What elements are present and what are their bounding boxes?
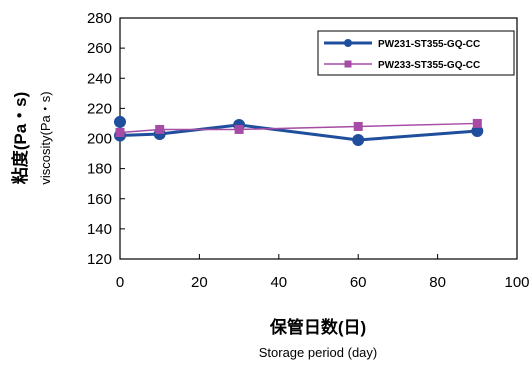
series [114,115,484,147]
legend-label: PW233-ST355-GQ-CC [378,60,480,71]
y-tick-label: 160 [87,191,112,208]
data-point [115,127,125,137]
x-tick-label: 0 [116,274,124,291]
x-tick-label: 80 [429,274,446,291]
data-point [114,115,126,128]
x-tick-label: 20 [191,274,208,291]
data-point [472,118,482,128]
y-axis-label: 粘度(Pa・s) [10,92,30,185]
data-point [155,124,165,134]
y-tick-label: 140 [87,221,112,238]
series-2 [115,118,482,137]
y-tick-label: 280 [87,10,112,27]
legend-marker [344,39,352,47]
y-tick-label: 220 [87,100,112,117]
x-axis-sublabel: Storage period (day) [259,345,378,360]
data-point [352,134,365,147]
y-tick-label: 240 [87,70,112,87]
x-tick-label: 40 [270,274,287,291]
data-point [234,124,244,134]
series-line [119,123,478,142]
legend: PW231-ST355-GQ-CC PW233-ST355-GQ-CC [317,30,515,76]
y-tick-label: 200 [87,131,112,148]
legend-marker [344,60,352,68]
data-point [353,121,363,131]
legend-box [317,30,515,76]
data-point [471,124,484,137]
legend-label: PW231-ST355-GQ-CC [378,39,480,50]
series-1 [114,115,484,147]
y-tick-label: 260 [87,40,112,57]
tick-labels: 120 140 160 180 200 220 240 260 280 0 20 40 60 80 100 [87,10,530,291]
y-axis-sublabel: viscosity(Pa・s) [38,91,53,184]
y-tick-label: 120 [87,251,112,268]
x-tick-label: 100 [504,274,529,291]
x-tick-label: 60 [350,274,367,291]
x-axis-label: 保管日数(日) [269,317,366,337]
y-tick-label: 180 [87,161,112,178]
